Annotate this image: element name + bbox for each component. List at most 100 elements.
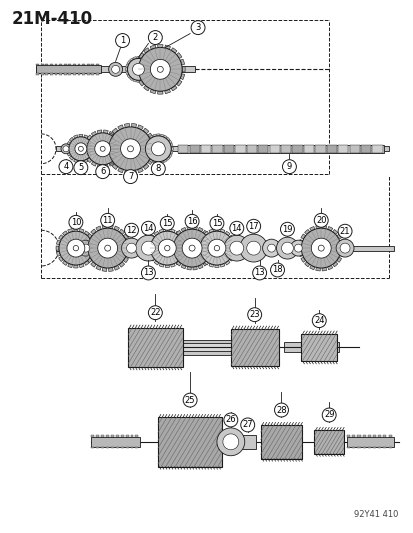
Circle shape [127, 146, 133, 152]
Polygon shape [91, 240, 95, 245]
Circle shape [229, 241, 243, 255]
Polygon shape [170, 151, 173, 154]
Polygon shape [340, 246, 343, 251]
Bar [284, 343, 338, 352]
Polygon shape [170, 263, 175, 267]
Bar [178, 145, 188, 153]
Polygon shape [145, 140, 147, 143]
Polygon shape [85, 239, 89, 245]
Polygon shape [147, 159, 153, 165]
Polygon shape [327, 227, 332, 231]
Bar [55, 74, 57, 75]
Polygon shape [143, 151, 146, 154]
Bar [239, 435, 255, 449]
Polygon shape [91, 152, 95, 156]
Bar [382, 447, 386, 448]
Polygon shape [140, 79, 144, 82]
Polygon shape [117, 168, 123, 173]
Circle shape [82, 244, 90, 252]
Polygon shape [154, 231, 159, 236]
Polygon shape [197, 246, 199, 251]
Text: 9: 9 [286, 162, 291, 171]
Polygon shape [163, 159, 167, 163]
Bar [372, 435, 375, 437]
Bar [95, 447, 98, 448]
Bar [372, 447, 375, 448]
Circle shape [335, 239, 353, 257]
Bar [346, 447, 349, 448]
Polygon shape [91, 252, 95, 256]
Circle shape [108, 62, 122, 76]
Circle shape [339, 243, 349, 253]
Polygon shape [225, 231, 229, 236]
Polygon shape [87, 135, 92, 140]
Polygon shape [332, 262, 337, 267]
Polygon shape [179, 256, 184, 261]
Polygon shape [88, 138, 92, 142]
Polygon shape [87, 157, 92, 163]
Bar [64, 64, 66, 66]
Bar [91, 74, 94, 75]
Bar [105, 435, 108, 437]
Polygon shape [153, 134, 156, 137]
Polygon shape [154, 261, 159, 265]
Polygon shape [339, 252, 343, 257]
Circle shape [59, 160, 73, 174]
Polygon shape [327, 265, 332, 270]
Polygon shape [147, 133, 153, 139]
Polygon shape [109, 132, 114, 136]
Polygon shape [150, 89, 156, 94]
Bar [382, 435, 386, 437]
Polygon shape [105, 146, 109, 151]
Circle shape [276, 237, 298, 259]
Circle shape [132, 63, 144, 75]
Bar [95, 435, 98, 437]
Bar [45, 74, 48, 75]
Polygon shape [91, 142, 95, 146]
Circle shape [311, 314, 325, 328]
Bar [182, 340, 244, 356]
Text: 21M-410: 21M-410 [11, 10, 92, 28]
Polygon shape [160, 134, 163, 137]
Bar [351, 435, 354, 437]
Polygon shape [137, 125, 143, 130]
Bar [36, 66, 100, 74]
Polygon shape [157, 91, 163, 94]
Text: 8: 8 [155, 164, 161, 173]
Circle shape [246, 241, 260, 255]
Polygon shape [321, 225, 326, 229]
Bar [90, 437, 140, 447]
Text: 20: 20 [315, 216, 326, 225]
Polygon shape [150, 256, 154, 261]
Polygon shape [133, 79, 136, 82]
Bar [356, 435, 360, 437]
Bar [212, 145, 222, 153]
Polygon shape [105, 139, 110, 145]
Bar [346, 435, 349, 437]
Polygon shape [79, 160, 83, 163]
Polygon shape [59, 256, 63, 262]
Bar [349, 145, 359, 153]
Polygon shape [129, 77, 133, 80]
Polygon shape [108, 159, 113, 165]
Polygon shape [176, 230, 181, 235]
Polygon shape [93, 246, 95, 251]
Polygon shape [152, 146, 155, 151]
Polygon shape [232, 240, 235, 245]
Circle shape [185, 214, 199, 228]
Bar [40, 74, 43, 75]
Polygon shape [176, 80, 181, 86]
Bar [260, 425, 301, 459]
Bar [189, 145, 199, 153]
Circle shape [313, 213, 328, 227]
Polygon shape [102, 268, 107, 271]
Polygon shape [126, 64, 128, 67]
Polygon shape [84, 135, 88, 139]
Circle shape [267, 244, 275, 252]
Bar [120, 435, 123, 437]
Text: 3: 3 [195, 23, 200, 32]
Bar [110, 447, 113, 448]
Circle shape [223, 413, 237, 427]
Polygon shape [84, 231, 89, 236]
Circle shape [182, 238, 202, 258]
